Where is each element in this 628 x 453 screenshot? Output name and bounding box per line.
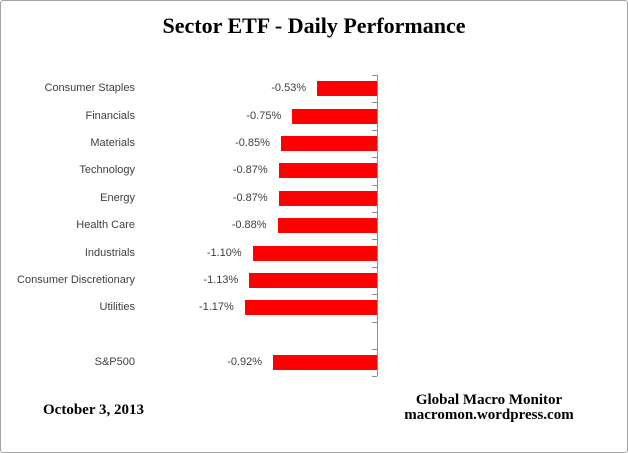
axis-tick [372,266,377,268]
category-label: Technology [79,164,135,177]
axis-tick [372,75,377,76]
category-label: Financials [85,109,135,122]
bar [317,81,377,97]
bar [277,218,377,234]
category-label: Industrials [84,246,135,259]
bar [273,355,377,371]
data-label: -0.88% [231,219,267,232]
y-axis-line [377,75,378,377]
category-label: S&P500 [94,356,135,369]
category-label: Health Care [76,219,135,232]
data-label: -1.10% [206,246,242,259]
chart-title: Sector ETF - Daily Performance [162,13,466,38]
bar [278,190,377,206]
category-label: Materials [90,137,135,149]
category-label: Consumer Discretionary [17,274,135,286]
bar [244,300,377,316]
footer-date: October 3, 2013 [43,402,144,418]
attribution-source: Global Macro Monitor [415,392,563,408]
data-label: -1.17% [198,301,234,314]
axis-tick [372,239,377,241]
axis-tick [372,349,377,350]
bar [280,136,377,151]
footer-attribution: Global Macro Monitor macromon.wordpress.… [389,393,589,423]
axis-tick [372,129,377,131]
bar [292,108,377,124]
axis-tick [372,376,377,378]
data-label: -0.87% [232,191,268,204]
data-label: -0.53% [271,82,307,95]
data-label: -0.87% [232,164,268,177]
axis-tick [372,184,377,186]
attribution-url: macromon.wordpress.com [404,407,574,423]
bar [278,163,377,179]
category-label: Utilities [99,301,135,314]
axis-tick [372,212,377,213]
bar [249,273,377,288]
bar [252,245,377,261]
axis-tick [372,157,377,159]
data-label: -0.92% [227,356,263,369]
axis-tick [372,321,377,323]
data-label: -0.85% [235,137,270,149]
axis-tick [372,102,377,104]
category-label: Energy [100,191,135,204]
category-label: Consumer Staples [44,82,136,95]
axis-tick [372,294,377,296]
data-label: -1.13% [203,274,239,286]
data-label: -0.75% [246,109,282,122]
